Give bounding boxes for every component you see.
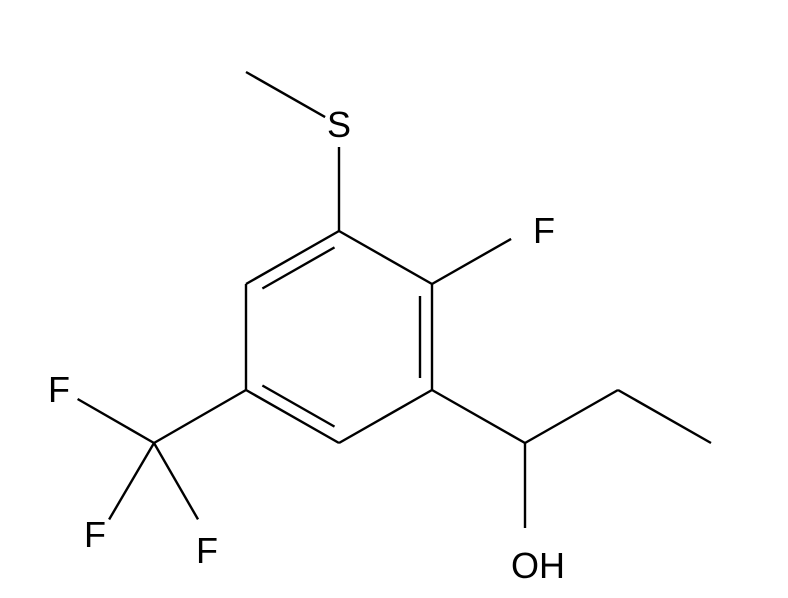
bond <box>78 399 154 443</box>
atom-label-f: F <box>533 210 555 251</box>
bond <box>432 239 511 284</box>
bond <box>339 231 432 284</box>
bond <box>154 390 246 443</box>
bond <box>109 443 154 519</box>
bond <box>432 390 525 443</box>
atom-label-f: F <box>196 530 218 571</box>
atom-label-f: F <box>48 369 70 410</box>
bond <box>339 390 432 443</box>
bond <box>246 72 325 117</box>
atom-label-s: S <box>327 104 351 145</box>
atom-label-f: F <box>84 514 106 555</box>
bond <box>154 443 198 519</box>
bond <box>246 231 339 284</box>
bond <box>525 390 618 443</box>
bond <box>246 390 339 443</box>
atom-label-o: OH <box>511 545 565 586</box>
chemical-structure: F F F OH F S <box>0 0 788 598</box>
bond <box>618 390 711 443</box>
